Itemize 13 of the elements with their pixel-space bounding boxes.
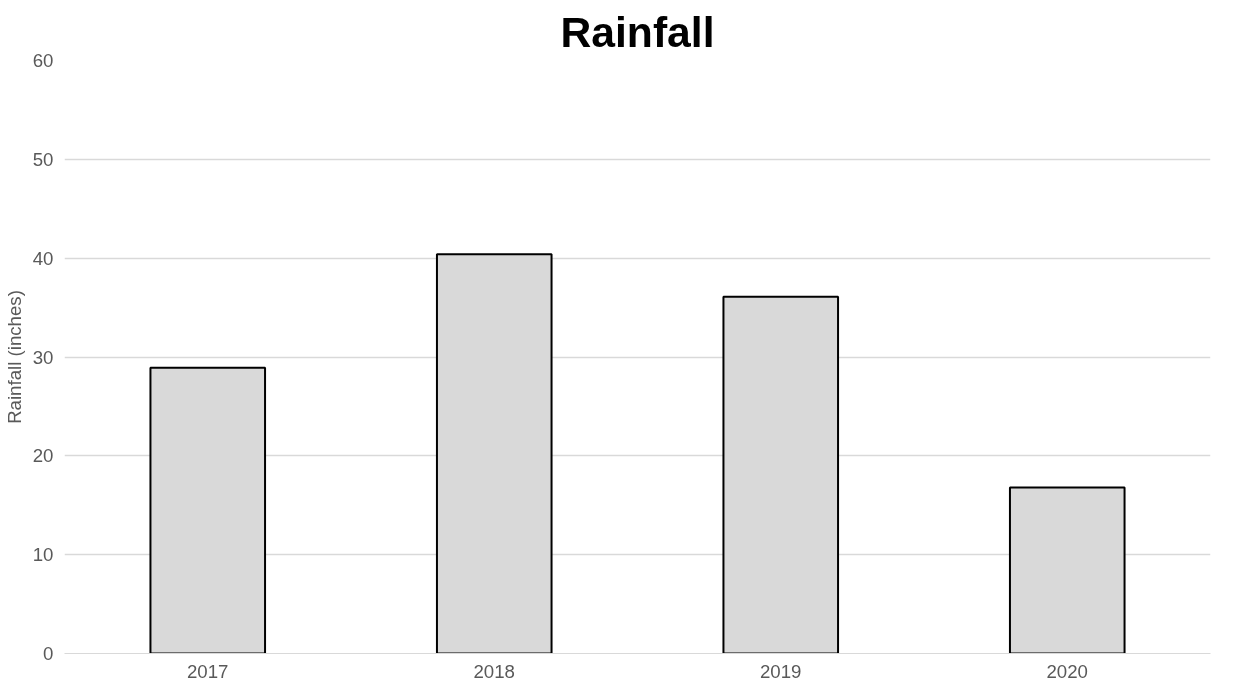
x-tick-label: 2020	[1046, 660, 1089, 682]
y-tick-label: 10	[32, 544, 54, 566]
y-tick-label: 0	[43, 643, 54, 664]
chart-title: Rainfall	[560, 7, 715, 56]
y-tick-label: 60	[32, 50, 54, 71]
y-axis-title: Rainfall (inches)	[3, 290, 25, 424]
x-tick-label: 2018	[473, 660, 516, 682]
y-tick-label: 50	[32, 148, 54, 170]
y-tick-label: 40	[32, 247, 54, 269]
x-tick-label: 2019	[760, 660, 802, 682]
y-tick-label: 30	[32, 346, 54, 368]
x-tick-label: 2017	[187, 660, 229, 682]
y-tick-label: 20	[32, 445, 54, 467]
